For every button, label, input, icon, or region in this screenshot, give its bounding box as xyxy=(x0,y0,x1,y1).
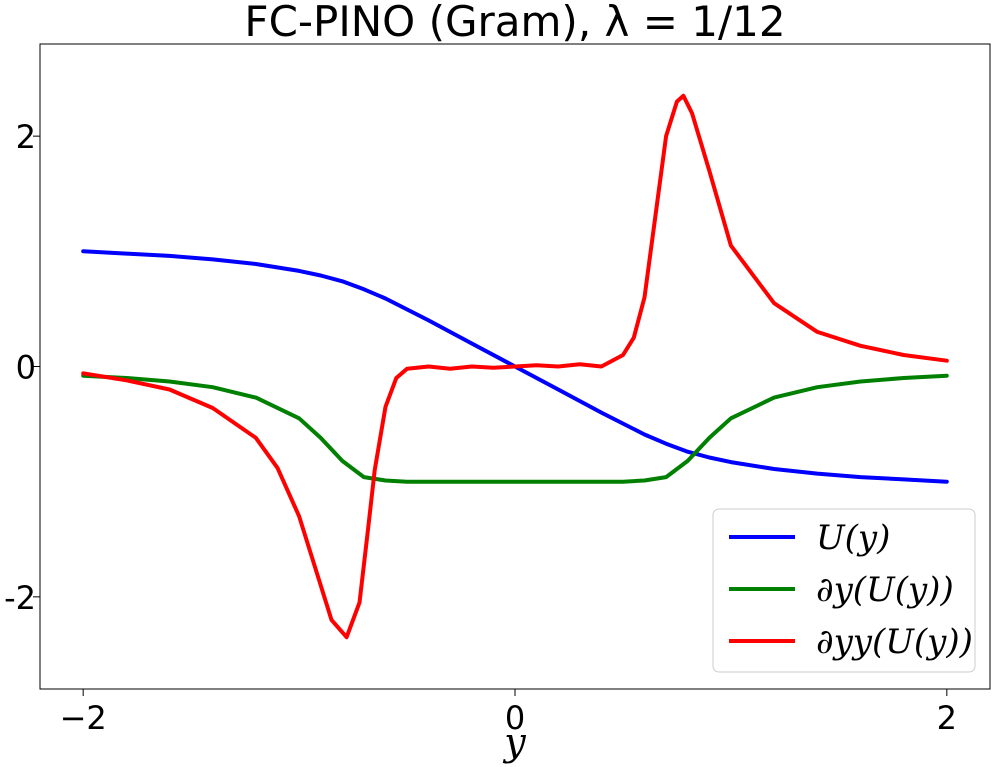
y-tick-label: -2 xyxy=(4,579,36,617)
legend-box xyxy=(712,508,976,673)
x-tick-label: −2 xyxy=(60,699,107,737)
y-tick-label: 0 xyxy=(16,349,36,387)
legend-label: ∂yy(U(y)) xyxy=(816,622,973,662)
x-tick-label: 0 xyxy=(505,699,525,737)
legend-label: ∂y(U(y)) xyxy=(816,570,954,610)
chart-title: FC-PINO (Gram), λ = 1/12 xyxy=(244,0,785,46)
series-line-2 xyxy=(81,373,949,484)
y-tick-label: 2 xyxy=(16,118,36,156)
x-axis-label: y xyxy=(502,720,526,764)
x-axis: −2 0 2 xyxy=(60,689,957,737)
legend: U(y) ∂y(U(y)) ∂yy(U(y)) xyxy=(712,508,976,673)
y-axis: 2 0 -2 xyxy=(4,118,40,617)
series-line-3 xyxy=(81,93,949,640)
legend-label: U(y) xyxy=(816,518,890,558)
x-tick-label: 2 xyxy=(937,699,957,737)
